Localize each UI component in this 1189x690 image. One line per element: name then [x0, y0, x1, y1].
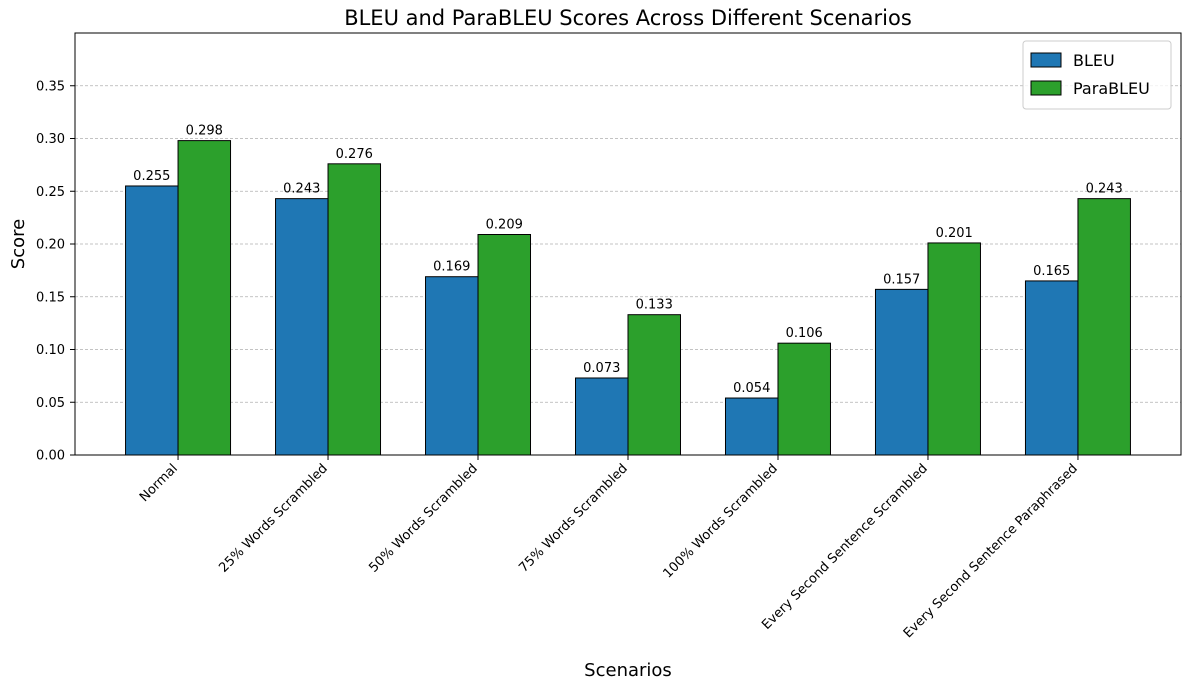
y-tick-label: 0.25	[36, 185, 65, 200]
x-tick-label: 100% Words Scrambled	[661, 461, 781, 581]
bar	[327, 163, 382, 456]
value-label: 0.255	[133, 169, 170, 184]
legend-label: BLEU	[1073, 51, 1115, 70]
legend-swatch	[1030, 80, 1062, 96]
y-tick-label: 0.10	[36, 343, 65, 358]
value-label: 0.054	[733, 381, 770, 396]
bar	[275, 198, 329, 456]
chart-title: BLEU and ParaBLEU Scores Across Differen…	[344, 6, 912, 30]
y-tick-label: 0.35	[36, 79, 65, 94]
bar	[874, 288, 929, 456]
x-tick-label: 50% Words Scrambled	[366, 461, 480, 575]
value-label: 0.165	[1033, 264, 1070, 279]
value-label: 0.243	[283, 182, 320, 197]
value-label: 0.209	[486, 218, 523, 233]
x-tick-label: 25% Words Scrambled	[216, 461, 330, 575]
bar	[724, 397, 779, 456]
x-tick-label: 75% Words Scrambled	[516, 461, 630, 575]
value-label: 0.298	[186, 124, 223, 139]
bar	[927, 242, 981, 456]
bar	[125, 185, 179, 456]
x-tick-label: Every Second Sentence Scrambled	[759, 461, 931, 633]
bar	[1077, 198, 1131, 456]
bar	[575, 377, 629, 456]
x-tick-label: Every Second Sentence Paraphrased	[901, 461, 1081, 641]
plot-frame	[74, 32, 1182, 456]
y-tick-label: 0.30	[36, 132, 65, 147]
value-label: 0.276	[336, 147, 373, 162]
bar	[477, 234, 532, 456]
value-label: 0.106	[786, 326, 823, 341]
value-label: 0.073	[583, 361, 620, 376]
x-axis-label: Scenarios	[584, 660, 672, 681]
y-axis-label: Score	[8, 219, 29, 269]
value-label: 0.243	[1086, 182, 1123, 197]
bar	[177, 140, 232, 456]
legend: BLEU ParaBLEU	[1022, 40, 1172, 110]
bar	[627, 314, 681, 456]
legend-label: ParaBLEU	[1073, 79, 1150, 98]
y-tick-label: 0.00	[36, 449, 65, 464]
y-tick-label: 0.15	[36, 290, 65, 305]
value-label: 0.201	[936, 226, 973, 241]
bar	[777, 342, 831, 456]
y-tick-label: 0.05	[36, 396, 65, 411]
bar	[1024, 280, 1079, 456]
value-label: 0.169	[433, 260, 470, 275]
value-label: 0.157	[883, 272, 920, 287]
legend-swatch	[1030, 52, 1062, 68]
value-label: 0.133	[636, 298, 673, 313]
y-tick-label: 0.20	[36, 238, 65, 253]
x-tick-label: Normal	[137, 461, 181, 505]
bar	[425, 276, 479, 456]
